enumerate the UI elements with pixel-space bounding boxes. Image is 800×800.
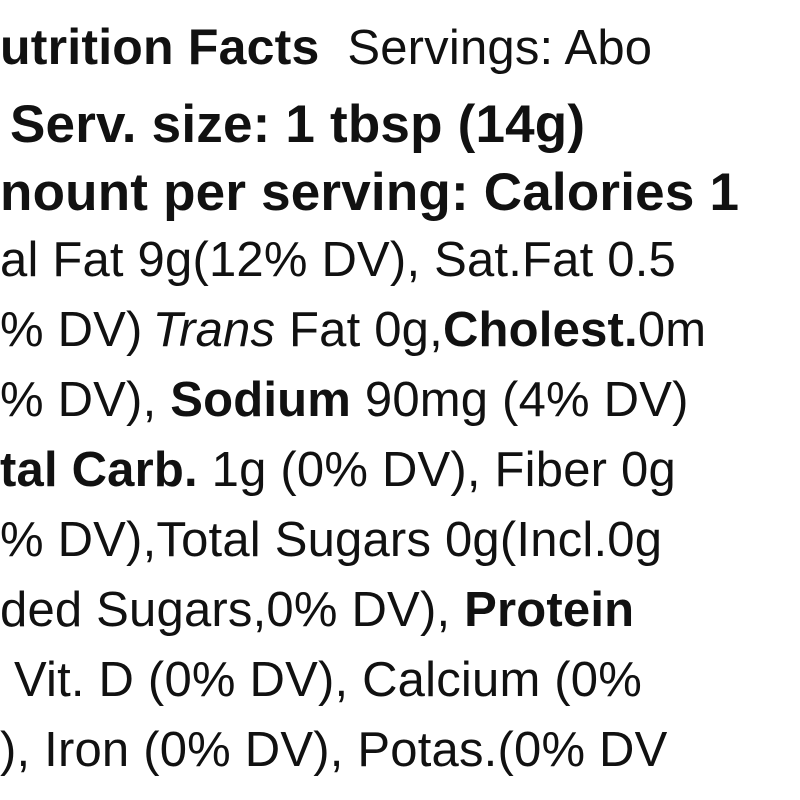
serving-size: Serv. size: 1 tbsp (14g) (10, 95, 586, 154)
cholesterol-label: Cholest. (442, 303, 638, 357)
protein-label: Protein (464, 583, 635, 637)
total-fat-line: al Fat 9g(12% DV), Sat.Fat 0.5 (0, 233, 676, 287)
minerals-line: ), Iron (0% DV), Potas.(0% DV (0, 723, 668, 777)
sugars-line: % DV),Total Sugars 0g(Incl.0g (0, 513, 663, 567)
label-line-1: utrition Facts Servings: Abo (0, 22, 652, 73)
carb-label: tal Carb. (0, 443, 198, 497)
carb-value: 1g (0% DV), Fiber 0g (197, 443, 676, 497)
servings-text: Servings: Abo (347, 21, 653, 75)
cholesterol-value: 0m (637, 303, 707, 357)
trans-text: Trans (152, 303, 276, 357)
amount-per-serving: nount per serving: Calories 1 (0, 163, 740, 222)
label-line-5: % DV) Trans Fat 0g,Cholest.0m (0, 306, 706, 355)
sodium-value: 90mg (4% DV) (351, 373, 689, 427)
label-line-9: ded Sugars,0% DV), Protein (0, 586, 634, 635)
vitamins-line: Vit. D (0% DV), Calcium (0% (14, 653, 643, 707)
nutrition-facts-title: utrition Facts (0, 19, 320, 75)
dv-text: % DV), (0, 373, 171, 427)
sodium-label: Sodium (170, 373, 352, 427)
trans-fat-text: Fat 0g, (275, 303, 443, 357)
dv-text: % DV) (0, 303, 143, 357)
label-line-6: % DV), Sodium 90mg (4% DV) (0, 376, 689, 425)
added-sugars-text: ded Sugars,0% DV), (0, 583, 465, 637)
label-line-7: tal Carb. 1g (0% DV), Fiber 0g (0, 446, 676, 495)
